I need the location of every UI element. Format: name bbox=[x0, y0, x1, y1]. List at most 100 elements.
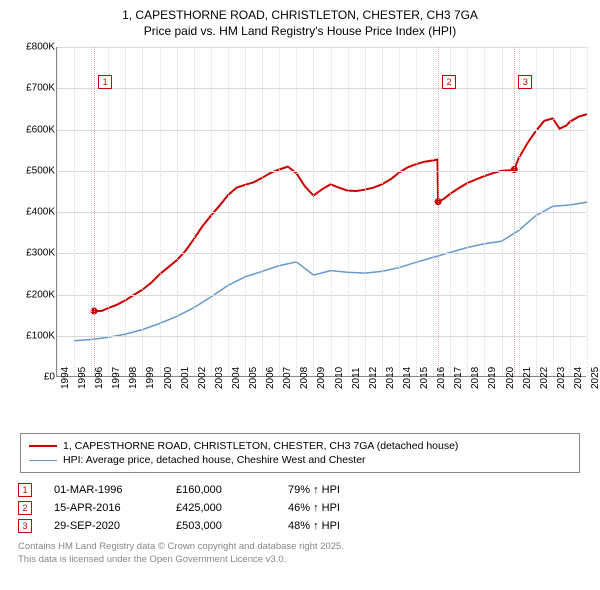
x-axis-label: 2023 bbox=[556, 367, 567, 389]
x-axis-label: 2001 bbox=[180, 367, 191, 389]
sale-marker-box: 1 bbox=[98, 75, 112, 89]
y-axis-label: £500K bbox=[11, 165, 55, 176]
gridline-vertical bbox=[57, 47, 58, 376]
y-axis-label: £100K bbox=[11, 330, 55, 341]
x-axis-label: 1999 bbox=[145, 367, 156, 389]
sale-marker-box: 3 bbox=[518, 75, 532, 89]
x-axis-label: 2003 bbox=[214, 367, 225, 389]
gridline-vertical bbox=[399, 47, 400, 376]
gridline-vertical bbox=[211, 47, 212, 376]
legend-label: HPI: Average price, detached house, Ches… bbox=[63, 454, 366, 466]
gridline-vertical bbox=[502, 47, 503, 376]
legend: 1, CAPESTHORNE ROAD, CHRISTLETON, CHESTE… bbox=[20, 433, 580, 473]
sale-row-hpi: 46% ↑ HPI bbox=[288, 502, 378, 514]
sale-row-marker: 3 bbox=[18, 519, 32, 533]
legend-row: HPI: Average price, detached house, Ches… bbox=[29, 453, 571, 467]
gridline-vertical bbox=[416, 47, 417, 376]
sale-row-price: £160,000 bbox=[176, 484, 266, 496]
title-line-1: 1, CAPESTHORNE ROAD, CHRISTLETON, CHESTE… bbox=[10, 8, 590, 24]
y-axis-label: £300K bbox=[11, 248, 55, 259]
gridline-vertical bbox=[74, 47, 75, 376]
x-axis-label: 1995 bbox=[77, 367, 88, 389]
sale-row-date: 01-MAR-1996 bbox=[54, 484, 154, 496]
x-axis-label: 2017 bbox=[453, 367, 464, 389]
legend-swatch bbox=[29, 445, 57, 447]
gridline-vertical bbox=[108, 47, 109, 376]
y-axis-label: £200K bbox=[11, 289, 55, 300]
x-axis-label: 2022 bbox=[539, 367, 550, 389]
gridline-vertical bbox=[450, 47, 451, 376]
sale-marker-vline bbox=[94, 47, 95, 376]
footer-attribution: Contains HM Land Registry data © Crown c… bbox=[10, 541, 590, 566]
sale-row-marker: 2 bbox=[18, 501, 32, 515]
x-axis-label: 1997 bbox=[111, 367, 122, 389]
legend-label: 1, CAPESTHORNE ROAD, CHRISTLETON, CHESTE… bbox=[63, 440, 458, 452]
sale-row: 3 29-SEP-2020 £503,000 48% ↑ HPI bbox=[10, 517, 590, 535]
gridline-horizontal bbox=[57, 171, 586, 172]
gridline-vertical bbox=[348, 47, 349, 376]
sale-row-marker: 1 bbox=[18, 483, 32, 497]
x-axis-label: 2004 bbox=[231, 367, 242, 389]
x-axis-label: 2015 bbox=[419, 367, 430, 389]
x-axis-label: 2019 bbox=[487, 367, 498, 389]
sale-row-price: £425,000 bbox=[176, 502, 266, 514]
gridline-vertical bbox=[228, 47, 229, 376]
gridline-vertical bbox=[279, 47, 280, 376]
gridline-horizontal bbox=[57, 336, 586, 337]
x-axis-label: 1998 bbox=[128, 367, 139, 389]
title-line-2: Price paid vs. HM Land Registry's House … bbox=[10, 24, 590, 40]
gridline-vertical bbox=[245, 47, 246, 376]
legend-swatch bbox=[29, 460, 57, 461]
gridline-vertical bbox=[160, 47, 161, 376]
sale-row-date: 29-SEP-2020 bbox=[54, 520, 154, 532]
gridline-vertical bbox=[536, 47, 537, 376]
footer-line-1: Contains HM Land Registry data © Crown c… bbox=[18, 541, 582, 553]
x-axis-label: 2008 bbox=[299, 367, 310, 389]
sale-marker-vline bbox=[514, 47, 515, 376]
gridline-vertical bbox=[125, 47, 126, 376]
x-axis-label: 2021 bbox=[522, 367, 533, 389]
sale-row-hpi: 48% ↑ HPI bbox=[288, 520, 378, 532]
x-axis-label: 1996 bbox=[94, 367, 105, 389]
chart-container: 1, CAPESTHORNE ROAD, CHRISTLETON, CHESTE… bbox=[0, 0, 600, 590]
gridline-vertical bbox=[142, 47, 143, 376]
x-axis-label: 2014 bbox=[402, 367, 413, 389]
sales-table: 101-MAR-1996£160,00079% ↑ HPI215-APR-201… bbox=[10, 481, 590, 535]
x-axis-label: 2011 bbox=[351, 368, 362, 390]
sale-row: 101-MAR-1996£160,00079% ↑ HPI bbox=[10, 481, 590, 499]
gridline-vertical bbox=[296, 47, 297, 376]
y-axis-label: £800K bbox=[11, 42, 55, 53]
gridline-vertical bbox=[91, 47, 92, 376]
gridline-vertical bbox=[587, 47, 588, 376]
gridline-vertical bbox=[484, 47, 485, 376]
x-axis-label: 2000 bbox=[163, 367, 174, 389]
gridline-vertical bbox=[194, 47, 195, 376]
x-axis-label: 2007 bbox=[282, 367, 293, 389]
sale-marker-box: 2 bbox=[442, 75, 456, 89]
x-axis-label: 2010 bbox=[334, 367, 345, 389]
gridline-horizontal bbox=[57, 253, 586, 254]
gridline-vertical bbox=[519, 47, 520, 376]
gridline-vertical bbox=[553, 47, 554, 376]
x-axis-label: 2005 bbox=[248, 367, 259, 389]
x-axis-label: 2018 bbox=[470, 367, 481, 389]
sale-row-price: £503,000 bbox=[176, 520, 266, 532]
x-axis-label: 2002 bbox=[197, 367, 208, 389]
gridline-horizontal bbox=[57, 295, 586, 296]
x-axis-label: 2009 bbox=[316, 367, 327, 389]
gridline-vertical bbox=[365, 47, 366, 376]
y-axis-label: £0 bbox=[11, 372, 55, 383]
gridline-horizontal bbox=[57, 88, 586, 89]
gridline-horizontal bbox=[57, 47, 586, 48]
gridline-vertical bbox=[177, 47, 178, 376]
x-axis-label: 2012 bbox=[368, 367, 379, 389]
x-axis-label: 2006 bbox=[265, 367, 276, 389]
legend-row: 1, CAPESTHORNE ROAD, CHRISTLETON, CHESTE… bbox=[29, 439, 571, 453]
footer-line-2: This data is licensed under the Open Gov… bbox=[18, 554, 582, 566]
gridline-horizontal bbox=[57, 212, 586, 213]
plot-region: £0£100K£200K£300K£400K£500K£600K£700K£80… bbox=[56, 47, 586, 377]
sale-row-date: 15-APR-2016 bbox=[54, 502, 154, 514]
gridline-vertical bbox=[570, 47, 571, 376]
gridline-vertical bbox=[433, 47, 434, 376]
sale-row: 2 15-APR-2016 £425,000 46% ↑ HPI bbox=[10, 499, 590, 517]
